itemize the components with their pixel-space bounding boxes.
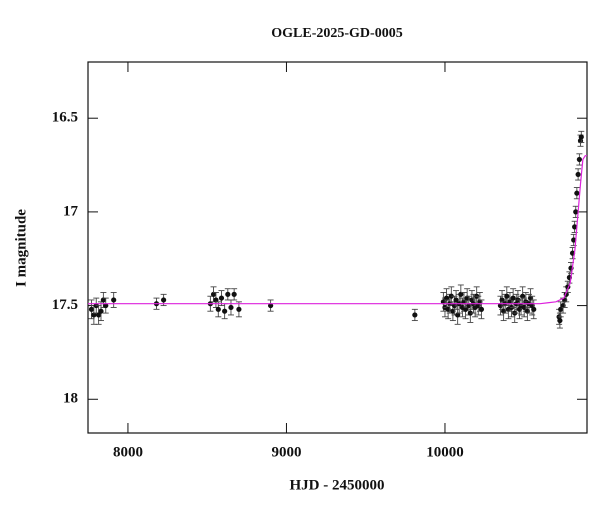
x-tick-label: 8000 (113, 444, 143, 460)
data-point (571, 237, 577, 243)
y-axis-label: I magnitude (13, 209, 29, 287)
data-point (218, 295, 225, 301)
x-tick-label: 9000 (271, 444, 301, 460)
data-point (100, 297, 106, 303)
data-point (462, 306, 469, 312)
y-tick-label: 17 (63, 203, 79, 219)
data-point (467, 310, 473, 316)
data-point (88, 306, 95, 312)
data-point (448, 293, 454, 299)
data-point (573, 209, 579, 215)
data-point (98, 308, 104, 314)
data-point (443, 295, 450, 301)
y-tick-label: 18 (63, 391, 78, 407)
data-point (228, 304, 234, 311)
data-point (504, 293, 510, 299)
data-point (210, 291, 217, 297)
data-point (161, 297, 167, 303)
data-point (222, 308, 228, 314)
data-point (96, 312, 102, 318)
data-point (231, 291, 237, 297)
data-point (236, 306, 242, 312)
data-point (572, 224, 578, 230)
data-point (578, 134, 584, 140)
plot-frame (87, 61, 588, 434)
data-point (111, 297, 117, 303)
data-point (574, 190, 580, 196)
data-point (458, 291, 464, 297)
data-point (215, 306, 221, 312)
x-tick-label: 10000 (426, 444, 464, 460)
chart-title: OGLE-2025-GD-0005 (271, 26, 402, 41)
y-tick-label: 17.5 (52, 297, 78, 313)
data-point (455, 312, 461, 318)
data-point (520, 293, 526, 299)
data-point (576, 156, 582, 163)
data-point (557, 317, 563, 324)
data-point (478, 306, 485, 312)
data-point (453, 297, 459, 303)
data-point (91, 312, 97, 318)
data-point (225, 291, 231, 297)
data-point (575, 171, 581, 178)
data-point (213, 297, 219, 303)
data-point (510, 295, 516, 301)
data-point (499, 297, 505, 303)
data-point (531, 306, 537, 312)
y-tick-label: 16.5 (52, 110, 78, 126)
data-point (558, 306, 564, 312)
x-axis-label: HJD - 2450000 (290, 477, 385, 493)
data-point (412, 312, 418, 318)
model-curve (88, 155, 587, 305)
